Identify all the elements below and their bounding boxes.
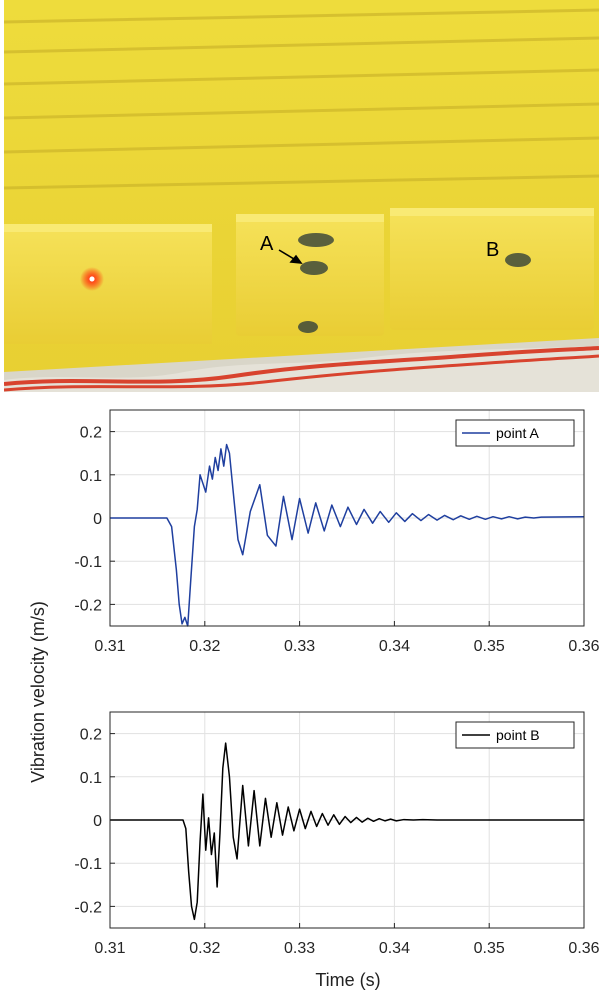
x-tick-label: 0.33	[284, 638, 315, 655]
foam-block-left	[4, 224, 212, 344]
y-tick-label: 0.2	[80, 727, 102, 744]
foam-block-right	[390, 208, 594, 330]
velocity-plots: 0.31 0.32 0.33 0.34 0.35 0.36 0.2 0.1 0 -0.1 -0.2 p…	[28, 409, 600, 990]
x-tick-label: 0.36	[568, 638, 599, 655]
y-tick-label: 0.2	[80, 425, 102, 442]
series-line	[110, 742, 584, 921]
y-tick-label: 0.1	[80, 468, 102, 485]
y-tick-label: -0.1	[74, 856, 102, 873]
foam-block-middle	[236, 214, 384, 336]
x-tick-label: 0.33	[284, 940, 315, 957]
x-tick-label: 0.34	[379, 940, 410, 957]
x-tick-label: 0.35	[474, 940, 505, 957]
legend-label: point B	[496, 727, 540, 743]
y-axis-label: Vibration velocity (m/s)	[28, 601, 48, 783]
x-tick-label: 0.32	[189, 638, 220, 655]
label-a: A	[260, 233, 274, 255]
x-tick-label: 0.34	[379, 638, 410, 655]
y-tick-label: -0.1	[74, 554, 102, 571]
laser-vibration-photo: A B	[4, 0, 599, 392]
x-tick-label: 0.36	[568, 940, 599, 957]
label-b: B	[486, 239, 499, 261]
arrow-a	[278, 249, 303, 264]
y-tick-label: -0.2	[74, 899, 102, 916]
y-tick-label: 0	[93, 511, 102, 528]
x-tick-label: 0.32	[189, 940, 220, 957]
laser-spot	[80, 267, 104, 291]
legend: point B	[455, 721, 575, 749]
axes-frame	[109, 711, 585, 929]
x-tick-label: 0.31	[94, 638, 125, 655]
y-tick-label: 0.1	[80, 770, 102, 787]
y-tick-label: -0.2	[74, 597, 102, 614]
plot-point-a: 0.31 0.32 0.33 0.34 0.35 0.36 0.2 0.1 0 -0.1 -0.2 p…	[74, 409, 600, 655]
x-axis-label: Time (s)	[315, 970, 380, 990]
plot-point-b: 0.31 0.32 0.33 0.34 0.35 0.36 0.2 0.1 0 -0.1 -0.2 p…	[74, 711, 600, 957]
y-tick-label: 0	[93, 813, 102, 830]
x-tick-label: 0.31	[94, 940, 125, 957]
legend: point A	[455, 419, 575, 447]
foam-ridges	[4, 8, 599, 190]
series-line	[110, 443, 585, 627]
legend-label: point A	[496, 425, 539, 441]
x-tick-label: 0.35	[474, 638, 505, 655]
reflective-tape-marks	[298, 233, 531, 333]
axes-frame	[109, 409, 585, 627]
